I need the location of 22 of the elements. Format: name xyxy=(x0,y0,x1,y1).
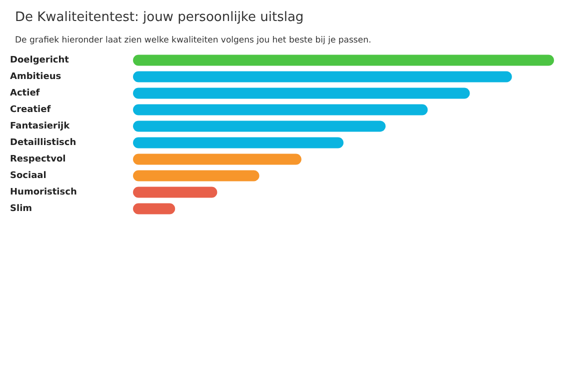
y-tick-label: Slim xyxy=(10,204,32,214)
y-tick-label: Ambitieus xyxy=(10,72,62,82)
y-tick-label: Creatief xyxy=(10,104,51,115)
bar xyxy=(133,120,386,132)
chart-title: De Kwaliteitentest: jouw persoonlijke uitslag xyxy=(15,10,304,25)
bar xyxy=(133,186,218,198)
bar xyxy=(133,54,554,66)
bar xyxy=(133,88,470,99)
chart-subtitle: De grafiek hieronder laat zien welke kwaliteiten volgens jou het beste bij je passen. xyxy=(15,36,372,46)
y-tick-label: Doelgericht xyxy=(10,55,70,66)
y-tick-label: Sociaal xyxy=(10,170,46,181)
bar xyxy=(133,154,302,165)
y-tick-label: Respectvol xyxy=(10,154,66,164)
bar xyxy=(133,203,176,214)
bar xyxy=(133,137,344,148)
y-tick-label: Fantasierijk xyxy=(10,121,71,132)
bar xyxy=(133,104,428,116)
bar xyxy=(133,170,260,182)
bar xyxy=(133,71,512,82)
y-tick-label: Detaillistisch xyxy=(10,138,76,148)
y-tick-label: Actief xyxy=(10,88,40,98)
y-tick-label: Humoristisch xyxy=(10,187,77,198)
